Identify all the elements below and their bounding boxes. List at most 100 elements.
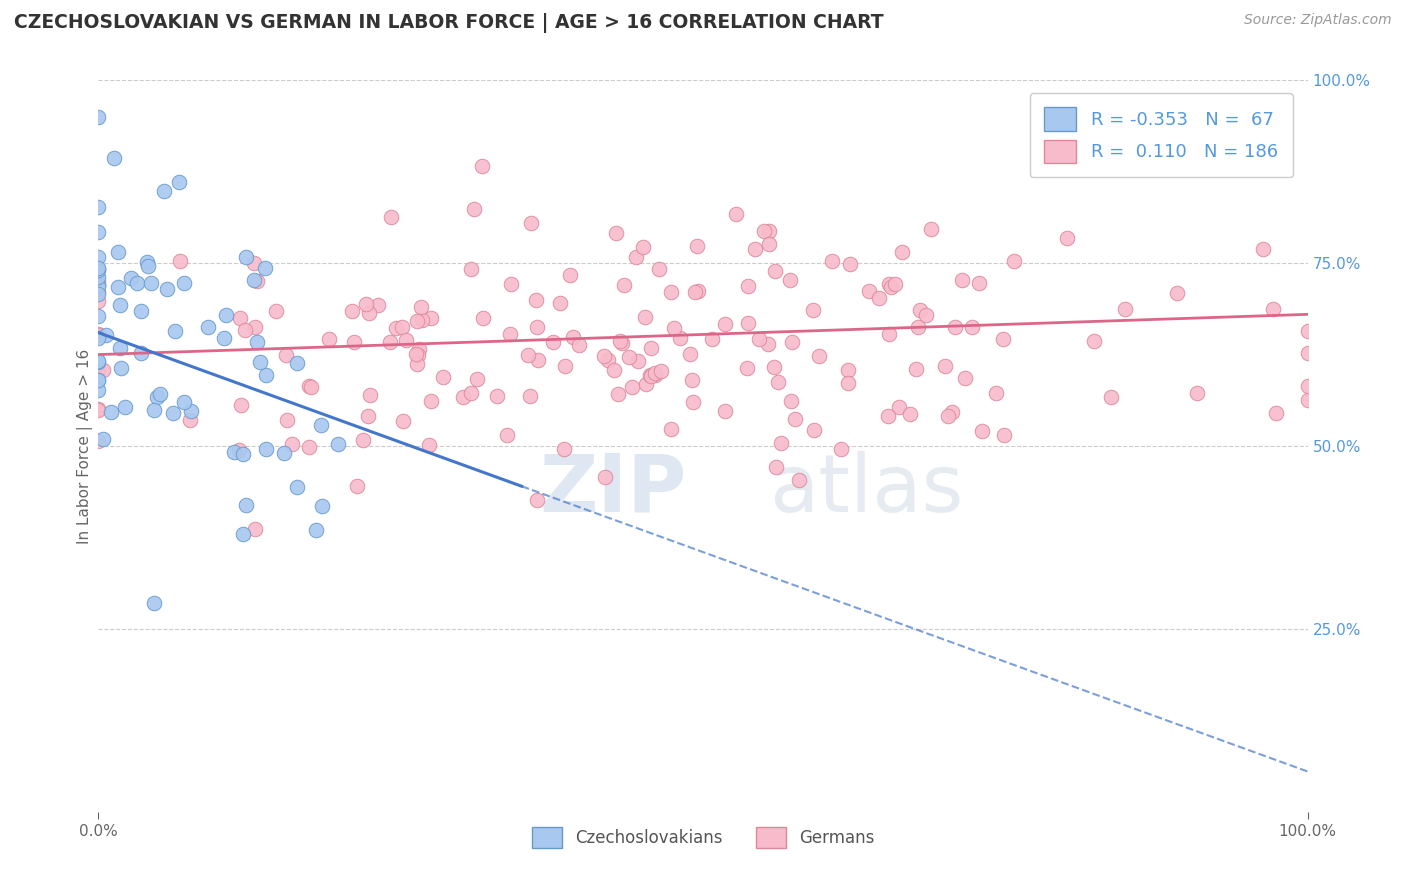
Point xyxy=(780,394,803,409)
Point xyxy=(821,253,844,268)
Point xyxy=(640,368,662,382)
Point xyxy=(215,308,238,322)
Point xyxy=(683,285,706,300)
Point xyxy=(780,334,803,349)
Point xyxy=(342,334,364,349)
Point xyxy=(485,389,508,403)
Point xyxy=(87,354,110,368)
Point xyxy=(419,310,441,325)
Point xyxy=(748,332,770,346)
Point xyxy=(179,413,201,427)
Point xyxy=(420,393,443,408)
Point xyxy=(640,342,662,356)
Point xyxy=(1296,325,1319,339)
Point xyxy=(920,222,942,236)
Point xyxy=(758,224,780,238)
Point xyxy=(87,261,110,276)
Point xyxy=(1296,379,1319,393)
Point xyxy=(141,276,163,290)
Point xyxy=(1083,334,1105,348)
Point xyxy=(173,395,195,409)
Point xyxy=(593,470,616,484)
Point xyxy=(714,317,737,331)
Point xyxy=(87,285,110,299)
Point xyxy=(246,334,269,349)
Point xyxy=(807,350,830,364)
Point xyxy=(934,359,956,373)
Point xyxy=(936,409,959,424)
Point xyxy=(232,447,254,461)
Point xyxy=(243,522,266,536)
Point xyxy=(634,376,657,391)
Point xyxy=(197,319,219,334)
Point xyxy=(87,402,110,417)
Point xyxy=(87,364,110,378)
Point xyxy=(129,345,152,359)
Point xyxy=(681,373,703,387)
Text: Source: ZipAtlas.com: Source: ZipAtlas.com xyxy=(1244,13,1392,28)
Point xyxy=(471,160,494,174)
Point xyxy=(243,256,266,270)
Point xyxy=(837,363,859,377)
Point xyxy=(228,442,250,457)
Point xyxy=(406,314,429,328)
Legend: Czechoslovakians, Germans: Czechoslovakians, Germans xyxy=(524,820,882,855)
Point xyxy=(460,386,482,401)
Point xyxy=(908,303,931,318)
Point xyxy=(960,320,983,334)
Point xyxy=(880,279,903,293)
Point xyxy=(779,273,801,287)
Point xyxy=(471,311,494,326)
Point xyxy=(1114,302,1136,317)
Point xyxy=(243,273,266,287)
Point xyxy=(87,309,110,323)
Point xyxy=(679,347,702,361)
Point xyxy=(451,390,474,404)
Point xyxy=(950,273,973,287)
Point xyxy=(378,335,401,350)
Point xyxy=(620,380,643,394)
Point xyxy=(626,250,648,264)
Point xyxy=(517,348,540,362)
Point xyxy=(756,336,779,351)
Point xyxy=(561,330,583,344)
Point xyxy=(87,434,110,449)
Point xyxy=(380,211,402,225)
Point xyxy=(120,270,142,285)
Point xyxy=(167,175,190,189)
Point xyxy=(627,354,650,368)
Point xyxy=(273,446,295,460)
Point xyxy=(142,596,165,610)
Point xyxy=(299,380,322,394)
Point xyxy=(143,403,166,417)
Point xyxy=(87,110,110,124)
Point xyxy=(619,350,641,364)
Point xyxy=(648,262,671,277)
Point xyxy=(87,225,110,239)
Point xyxy=(1099,390,1122,404)
Point xyxy=(285,356,308,370)
Text: CZECHOSLOVAKIAN VS GERMAN IN LABOR FORCE | AGE > 16 CORRELATION CHART: CZECHOSLOVAKIAN VS GERMAN IN LABOR FORCE… xyxy=(14,13,884,33)
Point xyxy=(254,442,277,456)
Point xyxy=(737,279,759,293)
Point xyxy=(212,331,235,345)
Point xyxy=(1296,346,1319,360)
Point xyxy=(499,326,522,341)
Point xyxy=(87,373,110,387)
Point xyxy=(967,276,990,290)
Point xyxy=(1265,406,1288,420)
Point xyxy=(868,291,890,305)
Point xyxy=(228,311,250,326)
Point xyxy=(385,320,408,334)
Point xyxy=(890,244,912,259)
Point xyxy=(568,337,591,351)
Point xyxy=(758,237,780,252)
Point xyxy=(606,387,628,401)
Point xyxy=(837,376,859,390)
Point xyxy=(644,366,666,380)
Point xyxy=(340,303,363,318)
Point xyxy=(246,274,269,288)
Point xyxy=(1002,253,1025,268)
Point xyxy=(87,262,110,277)
Point xyxy=(754,224,776,238)
